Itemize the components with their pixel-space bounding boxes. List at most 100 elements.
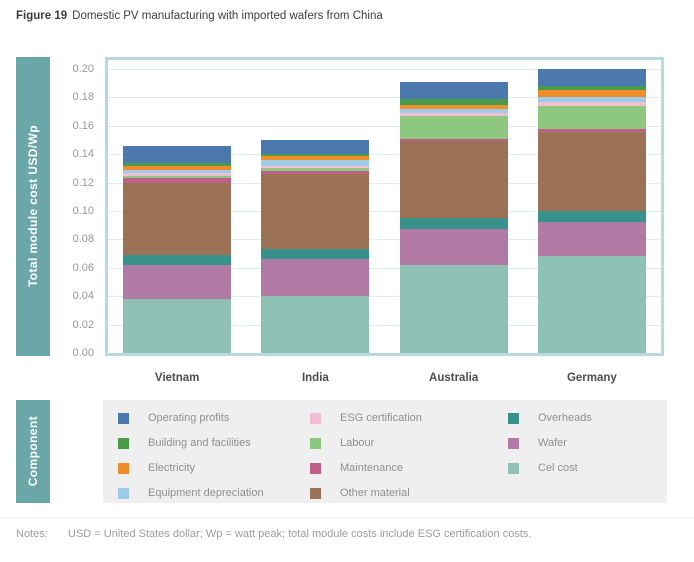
legend-label: ESG certification [340, 412, 422, 424]
figure-caption: Domestic PV manufacturing with imported … [72, 10, 383, 22]
bar-germany [537, 69, 646, 353]
legend-label: Building and facilities [148, 437, 251, 449]
bar-segment-electricity [123, 165, 232, 170]
bar-segment-esg-certification [261, 165, 370, 169]
bar-segment-equipment-depreciation [399, 108, 508, 114]
x-axis-label-germany: Germany [566, 372, 617, 384]
bar-segment-cel-cost [261, 296, 370, 353]
gridline [108, 154, 661, 156]
legend-item-esg-certification: ESG certification [310, 413, 422, 424]
bar-segment-labour [399, 115, 508, 139]
bar-segment-operating-profits [399, 81, 508, 99]
notes-label: Notes: [16, 528, 48, 540]
bar-segment-electricity [537, 90, 646, 98]
bar-segment-labour [261, 168, 370, 172]
legend-swatch-maintenance [310, 463, 321, 474]
legend-item-other-material: Other material [310, 488, 422, 499]
x-axis-label-india: India [301, 372, 329, 384]
bar-segment-esg-certification [537, 101, 646, 106]
bar-segment-building-and-facilities [123, 162, 232, 166]
legend-item-maintenance: Maintenance [310, 463, 422, 474]
legend-swatch-cel-cost [508, 463, 519, 474]
legend-item-operating-profits: Operating profits [118, 413, 264, 424]
y-tick-label: 0.02 [72, 318, 94, 331]
plot-area [105, 57, 664, 356]
bar-segment-overheads [399, 218, 508, 230]
bar-segment-wafer [261, 259, 370, 297]
y-tick-label: 0.06 [72, 261, 94, 274]
x-axis-label-vietnam: Vietnam [154, 372, 200, 384]
bar-segment-maintenance [123, 178, 232, 183]
bar-segment-cel-cost [537, 256, 646, 353]
x-axis-labels: Vietnam India Australia Germany [108, 372, 661, 388]
legend-label: Equipment depreciation [148, 487, 264, 499]
notes: Notes: USD = United States dollar; Wp = w… [16, 528, 531, 540]
figure-number: Figure 19 [16, 10, 68, 22]
bar-segment-labour [537, 105, 646, 129]
bar-india [261, 140, 370, 353]
y-tick-label: 0.18 [72, 91, 94, 104]
bar-segment-wafer [399, 229, 508, 265]
gridline [108, 69, 661, 70]
figure-title: Figure 19 Domestic PV manufacturing with … [16, 10, 383, 22]
legend-column: Operating profits Building and facilities… [118, 413, 264, 513]
bar-segment-esg-certification [123, 172, 232, 176]
legend: Operating profits Building and facilities… [103, 400, 667, 503]
bar-segment-maintenance [399, 138, 508, 142]
gridline [108, 296, 661, 298]
legend-swatch-operating-profits [118, 413, 129, 424]
bar-segment-wafer [537, 222, 646, 257]
legend-swatch-building-and-facilities [118, 438, 129, 449]
gridline [108, 239, 661, 241]
legend-label: Wafer [538, 437, 567, 449]
bar-segment-cel-cost [123, 299, 232, 353]
bar-segment-labour [123, 175, 232, 179]
bar-segment-building-and-facilities [399, 98, 508, 105]
bar-segment-building-and-facilities [261, 154, 370, 156]
legend-item-overheads: Overheads [508, 413, 592, 424]
bar-slot-germany [523, 60, 661, 353]
notes-divider [0, 517, 694, 518]
bar-segment-equipment-depreciation [123, 169, 232, 173]
notes-text: USD = United States dollar; Wp = watt pe… [68, 528, 532, 540]
legend-item-wafer: Wafer [508, 438, 592, 449]
bar-slot-india [246, 60, 384, 353]
bar-segment-building-and-facilities [537, 86, 646, 91]
bar-segment-electricity [399, 104, 508, 109]
gridline [108, 267, 661, 269]
y-tick-label: 0.08 [72, 233, 94, 246]
bar-segment-operating-profits [123, 145, 232, 163]
y-tick-label: 0.12 [72, 176, 94, 189]
gridline [108, 182, 661, 184]
bar-segment-equipment-depreciation [537, 97, 646, 102]
component-strip-label: Component [26, 416, 40, 487]
legend-swatch-labour [310, 438, 321, 449]
legend-label: Other material [340, 487, 410, 499]
y-axis-title: Total module cost USD/Wp [26, 125, 40, 288]
x-axis-label-australia: Australia [429, 372, 479, 384]
bar-slot-australia [385, 60, 523, 353]
bar-australia [399, 81, 508, 353]
y-tick-label: 0.14 [72, 148, 94, 161]
bar-segment-operating-profits [261, 140, 370, 155]
legend-item-labour: Labour [310, 438, 422, 449]
bar-segment-wafer [123, 264, 232, 300]
y-tick-label: 0.10 [72, 205, 94, 217]
legend-swatch-esg-certification [310, 413, 321, 424]
legend-swatch-wafer [508, 438, 519, 449]
legend-swatch-equipment-depreciation [118, 488, 129, 499]
bar-segment-maintenance [537, 128, 646, 132]
gridline [108, 211, 661, 212]
legend-item-equipment-depreciation: Equipment depreciation [118, 488, 264, 499]
bar-segment-esg-certification [399, 113, 508, 116]
bar-segment-overheads [537, 211, 646, 223]
legend-label: Overheads [538, 412, 592, 424]
gridline [108, 125, 661, 127]
bar-segment-electricity [261, 155, 370, 160]
y-tick-label: 0.04 [72, 290, 94, 303]
bar-segment-maintenance [261, 171, 370, 175]
bar-segment-operating-profits [537, 69, 646, 87]
bar-segment-other-material [537, 131, 646, 212]
bar-segment-overheads [261, 249, 370, 260]
